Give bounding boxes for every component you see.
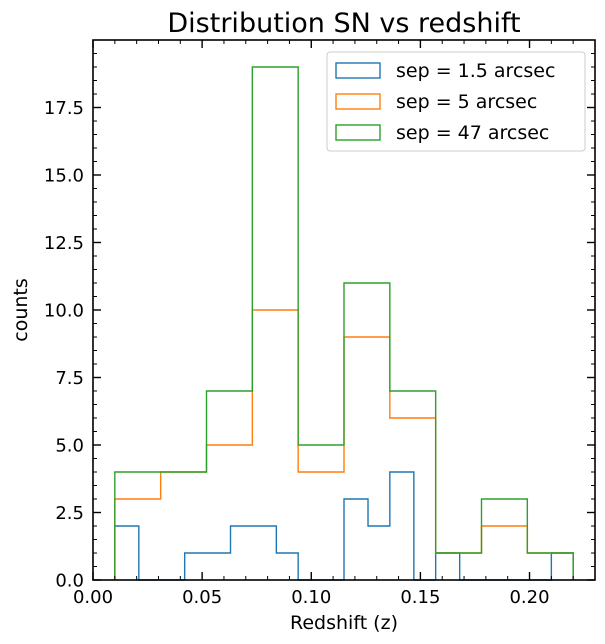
x-tick-label: 0.05 (182, 587, 222, 608)
y-tick-label: 10.0 (44, 301, 84, 322)
chart-title: Distribution SN vs redshift (167, 8, 520, 39)
y-tick-label: 5.0 (55, 436, 84, 457)
legend-label: sep = 1.5 arcsec (396, 60, 555, 82)
legend-label: sep = 5 arcsec (396, 91, 537, 113)
y-tick-label: 2.5 (55, 503, 84, 524)
legend-box (326, 51, 586, 152)
y-tick-label: 7.5 (55, 368, 84, 389)
x-axis-label: Redshift (z) (290, 612, 398, 634)
x-tick-label: 0.15 (400, 587, 440, 608)
y-tick-label: 17.5 (44, 98, 84, 119)
x-tick-label: 0.10 (291, 587, 331, 608)
y-tick-label: 12.5 (44, 233, 84, 254)
legend-swatch (335, 93, 381, 110)
legend-swatch (335, 62, 381, 79)
x-tick-label: 0.00 (73, 587, 113, 608)
legend-swatch (335, 124, 381, 141)
y-tick-label: 15.0 (44, 166, 84, 187)
legend-label: sep = 47 arcsec (396, 122, 549, 144)
legend: sep = 1.5 arcsec sep = 5 arcsec sep = 47 a… (326, 51, 586, 152)
y-tick-label: 0.0 (55, 571, 84, 592)
x-tick-label: 0.20 (509, 587, 549, 608)
legend-entries: sep = 1.5 arcsec sep = 5 arcsec sep = 47 a… (335, 60, 555, 144)
plot-frame (92, 39, 596, 581)
y-axis-label: counts (10, 278, 32, 342)
series-2-histogram (114, 66, 574, 580)
